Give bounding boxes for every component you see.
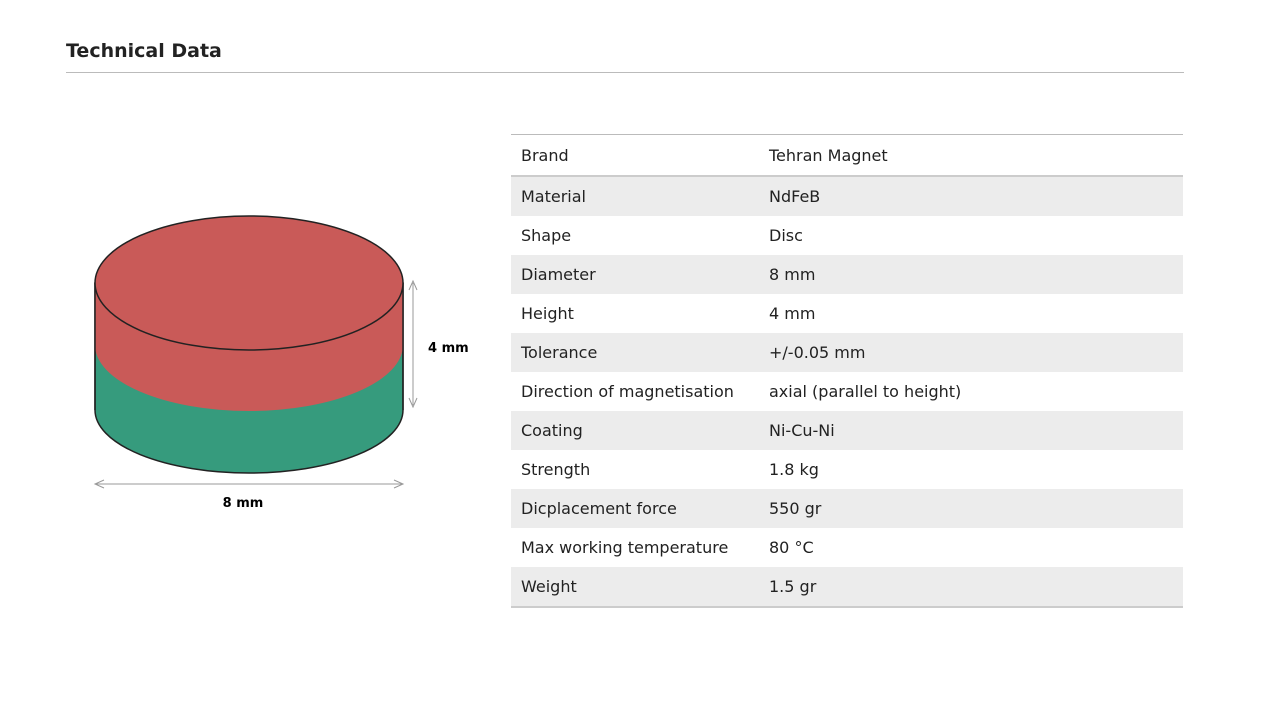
magnet-top	[94, 215, 404, 351]
spec-row: Dicplacement force 550 gr	[511, 489, 1183, 528]
spec-value: 1.5 gr	[769, 577, 817, 596]
spec-row: Shape Disc	[511, 216, 1183, 255]
spec-value: Disc	[769, 226, 803, 245]
spec-value: 8 mm	[769, 265, 816, 284]
spec-value: Tehran Magnet	[769, 145, 888, 165]
spec-row: Max working temperature 80 °C	[511, 528, 1183, 567]
spec-table: Brand Tehran Magnet Material NdFeB Shape Disc…	[511, 134, 1183, 608]
spec-value: Ni-Cu-Ni	[769, 421, 835, 440]
spec-key: Shape	[521, 226, 572, 245]
spec-row: Material NdFeB	[511, 177, 1183, 216]
spec-value: +/-0.05 mm	[769, 343, 866, 362]
magnet-figure: 4 mm 8 mm	[93, 215, 469, 511]
spec-key: Brand	[521, 145, 569, 165]
spec-key: Diameter	[521, 265, 596, 284]
spec-key: Strength	[521, 460, 591, 479]
spec-key: Direction of magnetisation	[521, 382, 734, 401]
spec-row: Weight 1.5 gr	[511, 567, 1183, 606]
spec-key: Max working temperature	[521, 538, 729, 557]
spec-row: Tolerance +/-0.05 mm	[511, 333, 1183, 372]
title: Technical Data	[66, 40, 222, 62]
height-label: 4 mm	[428, 341, 469, 356]
spec-row: Height 4 mm	[511, 294, 1183, 333]
spec-key: Material	[521, 187, 586, 206]
spec-row: Diameter 8 mm	[511, 255, 1183, 294]
divider	[66, 72, 1184, 73]
spec-value: axial (parallel to height)	[769, 382, 962, 401]
spec-row: Coating Ni-Cu-Ni	[511, 411, 1183, 450]
spec-key: Dicplacement force	[521, 499, 677, 518]
spec-key: Coating	[521, 421, 583, 440]
spec-row: Strength 1.8 kg	[511, 450, 1183, 489]
spec-key: Tolerance	[521, 343, 598, 362]
spec-value: 80 °C	[769, 538, 814, 557]
spec-value: 550 gr	[769, 499, 822, 518]
diameter-label: 8 mm	[223, 496, 264, 511]
spec-row: Brand Tehran Magnet	[511, 135, 1183, 177]
spec-key: Weight	[521, 577, 577, 596]
spec-key: Height	[521, 304, 574, 323]
spec-value: 1.8 kg	[769, 460, 819, 479]
spec-value: 4 mm	[769, 304, 816, 323]
spec-row: Direction of magnetisation axial (paralle…	[511, 372, 1183, 411]
spec-value: NdFeB	[769, 187, 821, 206]
